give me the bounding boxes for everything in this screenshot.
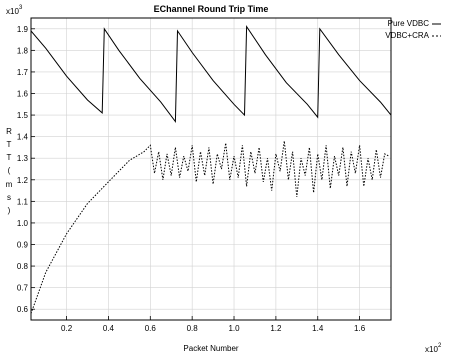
y-axis-label-char: R	[6, 127, 12, 136]
y-axis-label-char: m	[6, 180, 13, 189]
y-tick-label: 0.9	[17, 241, 29, 250]
x-tick-label: 0.6	[145, 324, 157, 333]
y-axis-label-char: T	[7, 153, 12, 162]
y-tick-label: 1.4	[17, 133, 29, 142]
y-axis-label-char: )	[8, 206, 11, 215]
chart-title: EChannel Round Trip Time	[154, 4, 269, 14]
y-tick-label: 0.8	[17, 262, 29, 271]
y-tick-label: 1.1	[17, 197, 29, 206]
y-tick-label: 1.8	[17, 46, 29, 55]
y-tick-label: 1.6	[17, 90, 29, 99]
x-axis-label: Packet Number	[183, 344, 238, 353]
x-tick-label: 1.6	[354, 324, 366, 333]
series-line-vdbc-cra	[30, 140, 390, 314]
y-scale-label: x10	[6, 7, 19, 16]
y-axis-label-char: s	[7, 193, 11, 202]
y-axis-label: RTT(ms)	[6, 127, 13, 215]
legend: Pure VDBC VDBC+CRA	[385, 19, 441, 40]
axis-ticks: 0.2 0.4 0.6 0.8 1.0 1.2 1.4 1.6 0.6 0.7 0.8 0.9 1.0 1…	[17, 25, 366, 333]
legend-label-pure-vdbc: Pure VDBC	[388, 19, 430, 28]
y-tick-label: 0.7	[17, 284, 29, 293]
y-tick-label: 1.9	[17, 25, 29, 34]
x-tick-label: 1.0	[228, 324, 240, 333]
x-tick-label: 0.4	[103, 324, 115, 333]
y-tick-label: 1.2	[17, 176, 29, 185]
y-tick-label: 0.6	[17, 305, 29, 314]
y-tick-label: 1.0	[17, 219, 29, 228]
x-tick-label: 1.2	[270, 324, 282, 333]
y-tick-label: 1.7	[17, 68, 29, 77]
x-tick-label: 1.4	[312, 324, 324, 333]
series-layer	[30, 25, 392, 314]
x-tick-label: 0.2	[61, 324, 73, 333]
legend-label-vdbc-cra: VDBC+CRA	[385, 31, 429, 40]
x-scale-exponent: 2	[438, 343, 442, 349]
y-tick-label: 1.5	[17, 111, 29, 120]
y-axis-label-char: (	[8, 166, 11, 175]
y-tick-label: 1.3	[17, 154, 29, 163]
x-scale-label: x10	[425, 345, 438, 354]
series-line-pure-vdbc	[30, 25, 392, 123]
plot-frame	[30, 17, 392, 321]
y-axis-label-char: T	[7, 140, 12, 149]
y-scale-exponent: 3	[19, 5, 23, 11]
x-tick-label: 0.8	[187, 324, 199, 333]
